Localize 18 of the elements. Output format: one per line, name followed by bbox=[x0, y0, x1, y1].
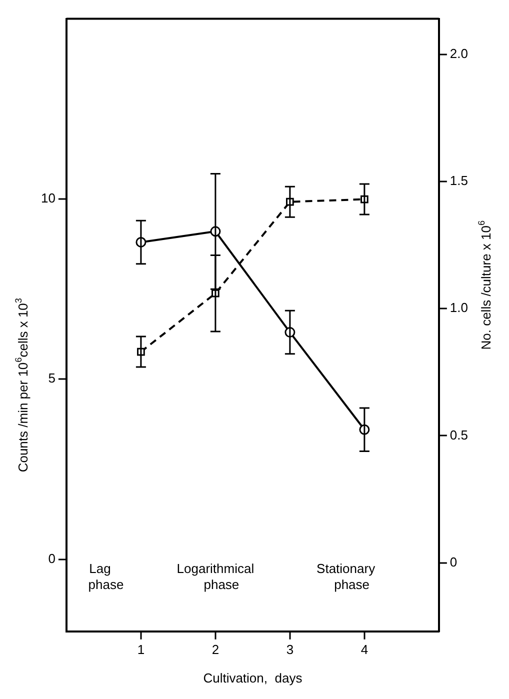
y-tick-label: 10 bbox=[40, 190, 56, 206]
y2-tick-label: 0 bbox=[450, 554, 458, 570]
y2-axis-title: No. cells /culture x 106 bbox=[476, 220, 494, 350]
y2-tick-label: 1.5 bbox=[450, 173, 468, 188]
x-tick-label: 4 bbox=[360, 642, 368, 657]
annotation: Lag phase bbox=[88, 560, 124, 592]
x-axis-title: Cultivation, days bbox=[203, 670, 303, 686]
annotation: Stationary phase bbox=[316, 560, 376, 592]
y-tick-label: 0 bbox=[48, 550, 56, 566]
x-tick-label: 3 bbox=[286, 642, 294, 657]
y2-tick-label: 0.5 bbox=[450, 427, 468, 442]
y-tick-label: 5 bbox=[48, 370, 56, 386]
y2-tick-label: 1.0 bbox=[450, 300, 468, 316]
y-axis-title: Counts /min per 106cells x 103 bbox=[13, 298, 31, 472]
annotation: Logarithmical phase bbox=[176, 560, 254, 592]
x-tick-label: 1 bbox=[137, 642, 145, 657]
x-tick-label: 2 bbox=[212, 642, 220, 657]
y2-tick-label: 2.0 bbox=[450, 46, 468, 61]
